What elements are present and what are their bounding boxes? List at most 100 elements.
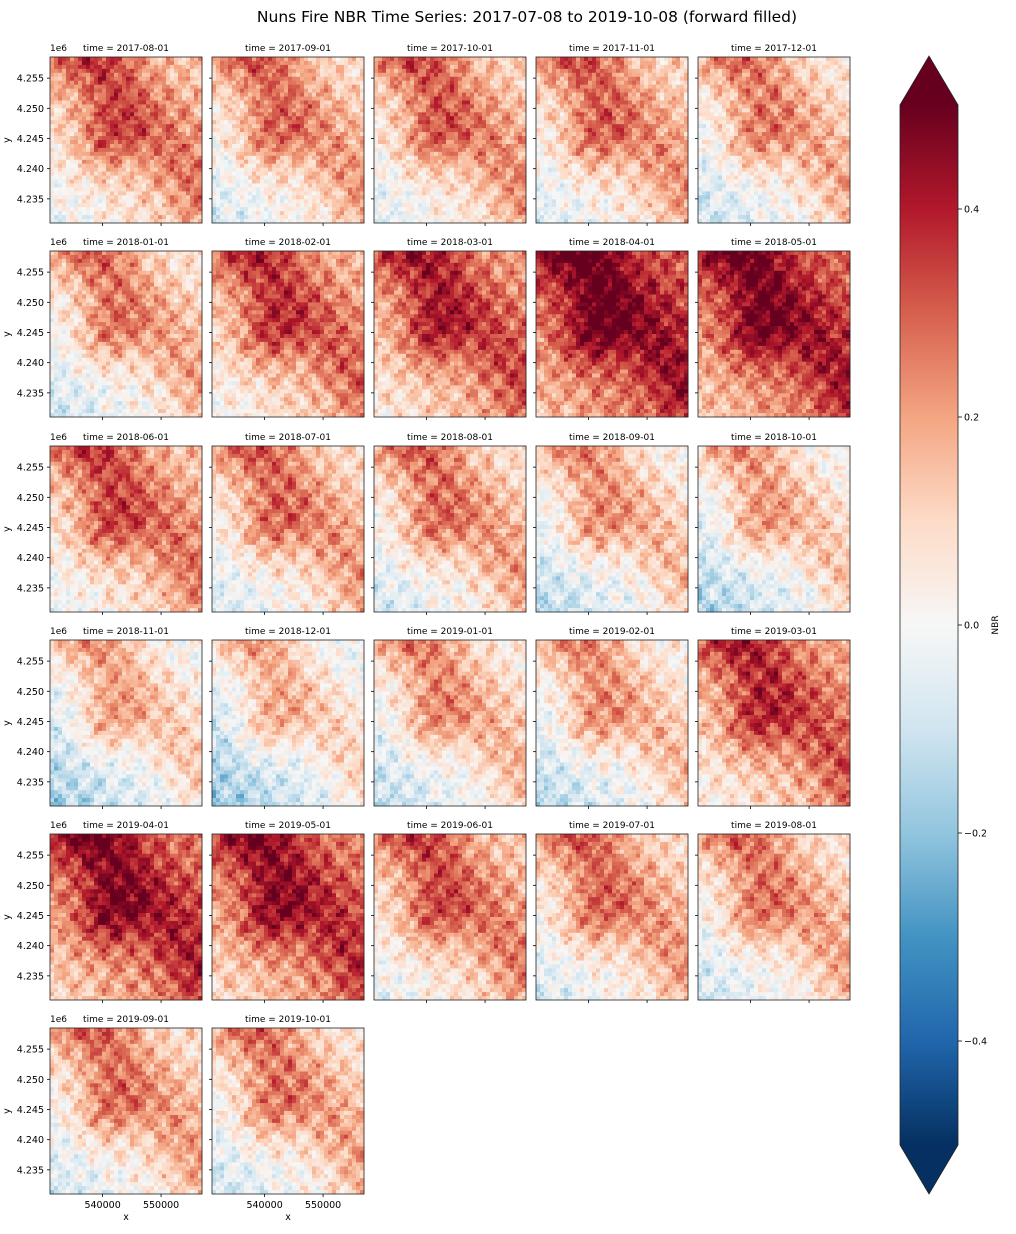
raster-cell bbox=[304, 124, 308, 128]
raster-cell bbox=[292, 148, 296, 152]
raster-cell bbox=[398, 112, 402, 116]
raster-cell bbox=[150, 183, 154, 187]
raster-cell bbox=[186, 136, 190, 140]
raster-cell bbox=[102, 203, 106, 207]
raster-cell bbox=[340, 85, 344, 89]
raster-cell bbox=[288, 104, 292, 108]
raster-cell bbox=[178, 136, 182, 140]
raster-cell bbox=[268, 132, 272, 136]
raster-cell bbox=[240, 93, 244, 97]
raster-cell bbox=[398, 97, 402, 101]
raster-cell bbox=[138, 120, 142, 124]
raster-cell bbox=[466, 65, 470, 69]
raster-cell bbox=[316, 61, 320, 65]
raster-cell bbox=[58, 191, 62, 195]
raster-cell bbox=[126, 180, 130, 184]
raster-cell bbox=[90, 93, 94, 97]
raster-cell bbox=[130, 199, 134, 203]
raster-cell bbox=[190, 132, 194, 136]
raster-cell bbox=[130, 215, 134, 219]
raster-cell bbox=[288, 195, 292, 199]
raster-cell bbox=[182, 124, 186, 128]
raster-cell bbox=[470, 108, 474, 112]
raster-cell bbox=[134, 180, 138, 184]
raster-cell bbox=[134, 215, 138, 219]
raster-cell bbox=[98, 148, 102, 152]
raster-cell bbox=[102, 176, 106, 180]
raster-cell bbox=[272, 65, 276, 69]
raster-cell bbox=[328, 211, 332, 215]
raster-cell bbox=[308, 187, 312, 191]
raster-cell bbox=[102, 89, 106, 93]
raster-cell bbox=[292, 152, 296, 156]
raster-cell bbox=[272, 128, 276, 132]
raster-cell bbox=[118, 211, 122, 215]
raster-cell bbox=[224, 148, 228, 152]
raster-cell bbox=[154, 77, 158, 81]
raster-cell bbox=[190, 183, 194, 187]
raster-cell bbox=[256, 215, 260, 219]
raster-cell bbox=[252, 112, 256, 116]
raster-cell bbox=[478, 77, 482, 81]
raster-cell bbox=[182, 176, 186, 180]
raster-cell bbox=[50, 120, 54, 124]
raster-cell bbox=[94, 211, 98, 215]
raster-cell bbox=[300, 203, 304, 207]
raster-cell bbox=[292, 187, 296, 191]
raster-cell bbox=[502, 81, 506, 85]
raster-cell bbox=[78, 187, 82, 191]
raster-cell bbox=[86, 172, 90, 176]
raster-cell bbox=[94, 148, 98, 152]
raster-cell bbox=[332, 97, 336, 101]
raster-cell bbox=[228, 77, 232, 81]
raster-cell bbox=[402, 128, 406, 132]
raster-cell bbox=[94, 136, 98, 140]
raster-cell bbox=[462, 140, 466, 144]
raster-cell bbox=[224, 85, 228, 89]
raster-cell bbox=[506, 93, 510, 97]
raster-cell bbox=[292, 160, 296, 164]
raster-cell bbox=[344, 140, 348, 144]
raster-cell bbox=[422, 124, 426, 128]
raster-cell bbox=[390, 144, 394, 148]
raster-cell bbox=[240, 128, 244, 132]
raster-cell bbox=[142, 195, 146, 199]
raster-cell bbox=[170, 203, 174, 207]
raster-cell bbox=[296, 140, 300, 144]
raster-cell bbox=[264, 104, 268, 108]
raster-cell bbox=[332, 195, 336, 199]
raster-cell bbox=[264, 69, 268, 73]
raster-cell bbox=[178, 116, 182, 120]
raster-cell bbox=[166, 124, 170, 128]
raster-cell bbox=[86, 61, 90, 65]
raster-cell bbox=[316, 207, 320, 211]
raster-cell bbox=[332, 69, 336, 73]
raster-cell bbox=[190, 57, 194, 61]
raster-cell bbox=[308, 195, 312, 199]
raster-cell bbox=[422, 112, 426, 116]
raster-cell bbox=[142, 112, 146, 116]
raster-cell bbox=[510, 69, 514, 73]
raster-cell bbox=[348, 85, 352, 89]
raster-cell bbox=[58, 183, 62, 187]
raster-cell bbox=[344, 180, 348, 184]
raster-cell bbox=[260, 172, 264, 176]
raster-cell bbox=[336, 116, 340, 120]
raster-cell bbox=[430, 61, 434, 65]
raster-cell bbox=[296, 73, 300, 77]
raster-cell bbox=[332, 168, 336, 172]
raster-cell bbox=[374, 57, 378, 61]
raster-cell bbox=[260, 81, 264, 85]
raster-cell bbox=[240, 156, 244, 160]
raster-cell bbox=[162, 132, 166, 136]
raster-cell bbox=[288, 156, 292, 160]
raster-cell bbox=[454, 144, 458, 148]
raster-cell bbox=[186, 144, 190, 148]
raster-cell bbox=[228, 156, 232, 160]
raster-cell bbox=[70, 180, 74, 184]
raster-cell bbox=[106, 108, 110, 112]
raster-cell bbox=[268, 207, 272, 211]
raster-cell bbox=[138, 97, 142, 101]
raster-cell bbox=[466, 97, 470, 101]
raster-cell bbox=[224, 61, 228, 65]
